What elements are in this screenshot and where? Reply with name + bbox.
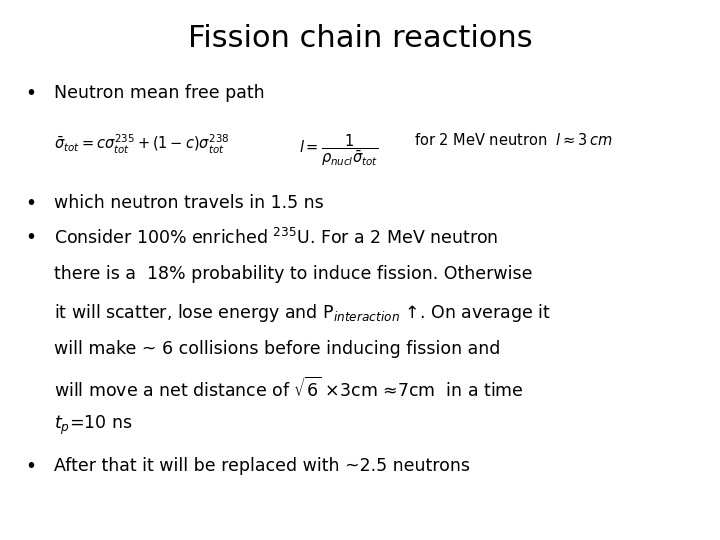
Text: After that it will be replaced with ~2.5 neutrons: After that it will be replaced with ~2.5… <box>54 457 470 475</box>
Text: will make ~ 6 collisions before inducing fission and: will make ~ 6 collisions before inducing… <box>54 340 500 357</box>
Text: $\bar{\sigma}_{tot} = c\sigma^{235}_{tot} + (1-c)\sigma^{238}_{tot}$: $\bar{\sigma}_{tot} = c\sigma^{235}_{tot… <box>54 132 230 156</box>
Text: it will scatter, lose energy and P$_{interaction}$ ↑. On average it: it will scatter, lose energy and P$_{int… <box>54 302 551 325</box>
Text: for 2 MeV neutron  $l \approx 3\,cm$: for 2 MeV neutron $l \approx 3\,cm$ <box>414 132 613 149</box>
Text: there is a  18% probability to induce fission. Otherwise: there is a 18% probability to induce fis… <box>54 265 533 283</box>
Text: $t_p$=10 ns: $t_p$=10 ns <box>54 414 132 437</box>
Text: which neutron travels in 1.5 ns: which neutron travels in 1.5 ns <box>54 194 324 212</box>
Text: Consider 100% enriched $^{235}$U. For a 2 MeV neutron: Consider 100% enriched $^{235}$U. For a … <box>54 228 498 248</box>
Text: •: • <box>25 457 36 476</box>
Text: Fission chain reactions: Fission chain reactions <box>188 24 532 53</box>
Text: Neutron mean free path: Neutron mean free path <box>54 84 265 102</box>
Text: •: • <box>25 228 36 247</box>
Text: will move a net distance of $\sqrt{6}$ ×3cm ≈7cm  in a time: will move a net distance of $\sqrt{6}$ ×… <box>54 377 523 401</box>
Text: $l = \dfrac{1}{\rho_{nucl}\bar{\sigma}_{tot}}$: $l = \dfrac{1}{\rho_{nucl}\bar{\sigma}_{… <box>299 132 378 168</box>
Text: •: • <box>25 84 36 103</box>
Text: •: • <box>25 194 36 213</box>
